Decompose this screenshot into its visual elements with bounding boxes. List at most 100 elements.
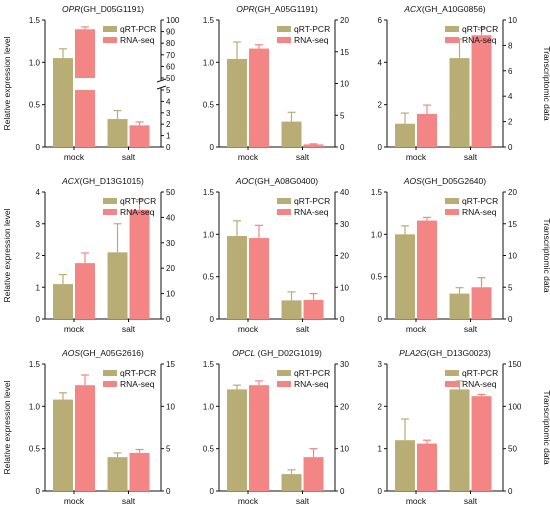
legend-label-qrt-pcr: qRT-PCR [294, 196, 330, 206]
x-tick-label: salt [122, 152, 136, 162]
y2-tick-label: 15 [508, 220, 517, 229]
gene-name: AOC [235, 176, 255, 186]
x-tick-label: mock [406, 496, 427, 506]
legend-label-qrt-pcr: qRT-PCR [120, 24, 156, 34]
x-tick-label: salt [296, 324, 310, 334]
y2-tick-label: 8 [508, 41, 513, 50]
legend-label-rna-seq: RNA-seq [294, 207, 329, 217]
legend-label-rna-seq: RNA-seq [120, 379, 155, 389]
y-tick-label: 2 [378, 101, 383, 110]
y2-tick-label: 4 [166, 97, 171, 106]
y2-tick-label: 0 [340, 487, 345, 496]
y2-tick-label: 5 [166, 86, 171, 95]
bar-rna-seq-salt [129, 452, 150, 491]
legend-swatch-qrt-pcr [445, 26, 459, 32]
bar-rna-seq-mock [75, 385, 95, 491]
gene-name: AOS [61, 348, 80, 358]
chart-title: ACX(GH_D13G1015) [61, 176, 144, 186]
legend-label-rna-seq: RNA-seq [462, 207, 497, 217]
x-tick-label: mock [238, 324, 259, 334]
bar-rna-seq-salt [471, 287, 492, 319]
y2-tick-label: 5 [340, 111, 345, 120]
bar-qrt-pcr-salt [449, 389, 470, 491]
chart-title: AOS(GH_A05G2616) [61, 348, 144, 358]
chart-panel-6: AOS(GH_D05G2640) 0 0.5 1.0 1.5 0 5 10 15 20 mock sa… [371, 176, 550, 334]
y2-tick-label: 30 [166, 239, 175, 248]
y2-tick-label: 0 [166, 143, 171, 152]
y2-tick-label: 10 [166, 402, 175, 411]
bar-qrt-pcr-mock [227, 236, 247, 319]
y-tick-label: 1.5 [203, 188, 215, 197]
y2-tick-label: 50 [508, 445, 517, 454]
y-tick-label: 0 [36, 143, 41, 152]
x-tick-label: mock [406, 324, 427, 334]
y2-tick-label: 100 [166, 16, 180, 25]
legend-label-rna-seq: RNA-seq [462, 35, 497, 45]
gene-name: OPCL [232, 348, 255, 358]
y2-tick-label: 0 [166, 487, 171, 496]
gene-name: ACX [61, 176, 80, 186]
bar-rna-seq-salt [129, 209, 150, 319]
y2-tick-label: 90 [166, 28, 175, 37]
y2-tick-label: 0 [508, 143, 513, 152]
y-tick-label: 1 [378, 445, 383, 454]
bar-qrt-pcr-mock [395, 234, 415, 319]
legend-swatch-qrt-pcr [277, 370, 291, 376]
y-tick-label: 0 [210, 143, 215, 152]
chart-title: OPR(GH_A05G1191) [236, 4, 318, 14]
bar-rna-seq-mock [417, 113, 437, 147]
y-tick-label: 3 [36, 220, 41, 229]
y2-tick-label: 50 [166, 188, 175, 197]
bar-rna-seq-mock [249, 48, 269, 148]
gene-id: (GH_A08G0400) [254, 176, 318, 186]
y2-tick-label: 40 [340, 188, 349, 197]
y2-tick-label: 20 [340, 402, 349, 411]
y2-tick-label: 0 [340, 143, 345, 152]
bar-qrt-pcr-mock [53, 284, 73, 319]
gene-name: AOS [403, 176, 422, 186]
bar-qrt-pcr-mock [53, 58, 73, 147]
y2-tick-label: 100 [508, 402, 522, 411]
y2-tick-label: 10 [340, 283, 349, 292]
y-tick-label: 0 [378, 487, 383, 496]
chart-panel-2: OPR(GH_A05G1191) 0 0.5 1.0 1.5 0 5 10 15 20 mock sa… [203, 4, 350, 162]
y-tick-label: 1.5 [29, 16, 41, 25]
chart-panel-9: PLA2G(GH_D13G0023) 0 1 2 3 0 50 100 150 mock salt q… [378, 348, 550, 506]
legend-swatch-qrt-pcr [445, 370, 459, 376]
chart-panel-5: AOC(GH_A08G0400) 0 0.5 1.0 1.5 0 10 20 30 40 mock s… [203, 176, 350, 334]
y2-tick-label: 15 [166, 360, 175, 369]
y2-tick-label: 150 [508, 360, 522, 369]
y2-tick-label: 70 [166, 51, 175, 60]
gene-name: ACX [403, 4, 422, 14]
y-axis-title: Relative expression level [2, 36, 12, 130]
y2-tick-label: 80 [166, 39, 175, 48]
y-tick-label: 4 [36, 188, 41, 197]
chart-title: AOC(GH_A08G0400) [235, 176, 318, 186]
chart-panel-7: AOS(GH_A05G2616) 0 0.5 1.0 1.5 0 5 10 15 mock salt… [2, 348, 175, 506]
y-tick-label: 0 [378, 315, 383, 324]
bar-rna-seq-salt [471, 396, 492, 491]
bar-rna-seq-salt [303, 457, 324, 491]
y2-tick-label: 6 [508, 67, 513, 76]
legend-swatch-rna-seq [277, 209, 291, 215]
legend-label-qrt-pcr: qRT-PCR [462, 196, 498, 206]
y-tick-label: 1.0 [203, 230, 215, 239]
bar-qrt-pcr-salt [449, 58, 470, 147]
bar-rna-seq-salt [303, 299, 324, 319]
y-tick-label: 1.0 [29, 402, 41, 411]
bar-qrt-pcr-mock [227, 389, 247, 491]
bar-rna-seq-mock [249, 238, 269, 319]
y2-tick-label: 10 [340, 80, 349, 89]
bar-qrt-pcr-mock [395, 123, 415, 147]
legend-label-rna-seq: RNA-seq [294, 35, 329, 45]
y2-tick-label: 30 [340, 360, 349, 369]
y-tick-label: 4 [378, 58, 383, 67]
y-tick-label: 6 [378, 16, 383, 25]
legend-label-rna-seq: RNA-seq [120, 35, 155, 45]
legend-label-rna-seq: RNA-seq [294, 379, 329, 389]
gene-name: OPR [236, 4, 254, 14]
x-tick-label: mock [64, 324, 85, 334]
y2-tick-label: 10 [340, 445, 349, 454]
y2-tick-label: 50 [166, 74, 175, 83]
